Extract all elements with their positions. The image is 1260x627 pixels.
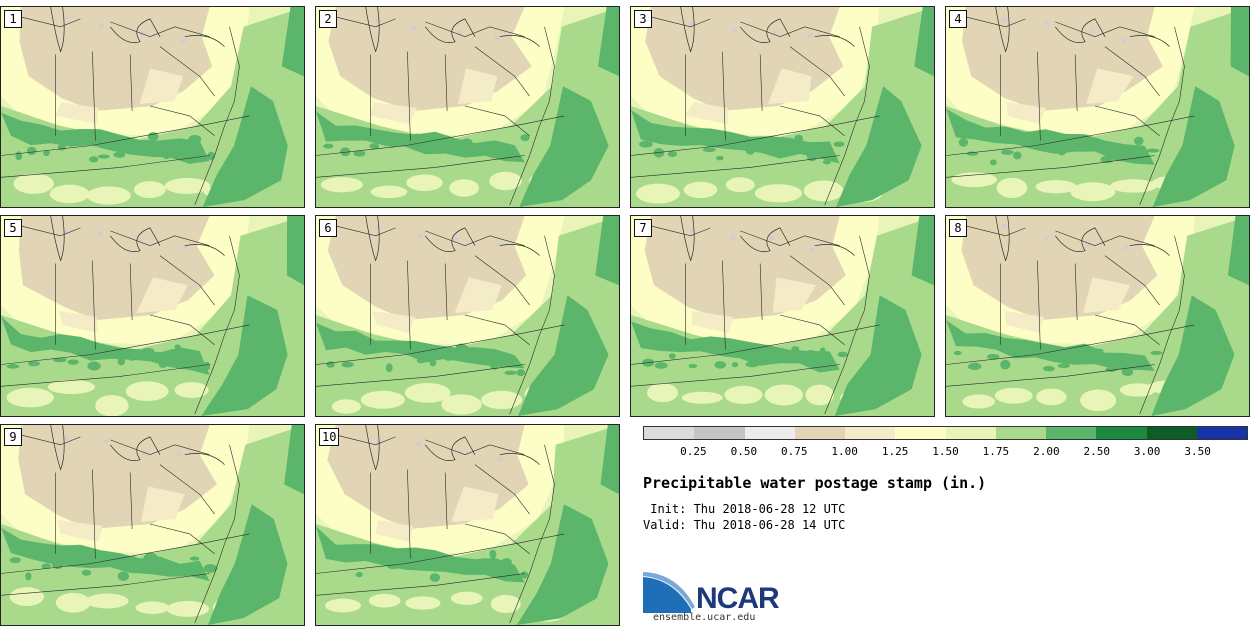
- colorbar-swatch: [794, 427, 845, 439]
- colorbar-tick-label: 3.50: [1184, 445, 1211, 458]
- colorbar-tick-label: 1.00: [831, 445, 858, 458]
- stamp-panel-4[interactable]: 4: [945, 6, 1250, 208]
- init-time: Init: Thu 2018-06-28 12 UTC: [643, 502, 846, 516]
- precip-map: [946, 7, 1249, 207]
- precip-map: [316, 425, 619, 625]
- precip-map: [631, 216, 934, 416]
- colorbar-swatch: [694, 427, 745, 439]
- colorbar-tick-label: 0.25: [680, 445, 707, 458]
- ncar-logo-icon: [643, 572, 695, 613]
- stamp-panel-5[interactable]: 5: [0, 215, 305, 417]
- precip-map: [1, 7, 304, 207]
- stamp-panel-10[interactable]: 10: [315, 424, 620, 626]
- colorbar-tick-label: 0.75: [781, 445, 808, 458]
- stamp-number: 5: [4, 219, 22, 237]
- colorbar-tick-label: 1.25: [881, 445, 909, 458]
- stamp-number: 10: [319, 428, 340, 446]
- precip-map: [1, 425, 304, 625]
- colorbar-swatch: [1046, 427, 1097, 439]
- colorbar-tick-label: 3.00: [1133, 445, 1161, 458]
- ncar-url[interactable]: ensemble.ucar.edu: [653, 612, 756, 623]
- stamp-number: 3: [634, 10, 652, 28]
- colorbar-tick-label: 1.50: [932, 445, 959, 458]
- colorbar-tick-label: 2.00: [1033, 445, 1060, 458]
- colorbar-swatch: [845, 427, 896, 439]
- stamp-number: 1: [4, 10, 22, 28]
- colorbar-tick-label: 1.75: [982, 445, 1010, 458]
- colorbar-swatch: [644, 427, 695, 439]
- colorbar-tick-label: 0.50: [730, 445, 758, 458]
- stamp-panel-9[interactable]: 9: [0, 424, 305, 626]
- stamp-panel-3[interactable]: 3: [630, 6, 935, 208]
- precip-map: [1, 216, 304, 416]
- precip-map: [631, 7, 934, 207]
- stamp-number: 7: [634, 219, 652, 237]
- stamp-number: 8: [949, 219, 967, 237]
- colorbar: [643, 426, 1248, 440]
- precip-map: [316, 216, 619, 416]
- stamp-panel-8[interactable]: 8: [945, 215, 1250, 417]
- colorbar-swatch: [1096, 427, 1147, 439]
- colorbar-swatch: [744, 427, 795, 439]
- precip-map: [946, 216, 1249, 416]
- ncar-logo-text: NCAR: [696, 582, 780, 615]
- valid-time: Valid: Thu 2018-06-28 14 UTC: [643, 518, 846, 532]
- colorbar-swatch: [995, 427, 1046, 439]
- stamp-number: 6: [319, 219, 337, 237]
- stamp-panel-2[interactable]: 2: [315, 6, 620, 208]
- plot-title: Precipitable water postage stamp (in.): [643, 474, 987, 492]
- stamp-number: 2: [319, 10, 337, 28]
- colorbar-swatch: [1196, 427, 1247, 439]
- precip-map: [316, 7, 619, 207]
- stamp-panel-6[interactable]: 6: [315, 215, 620, 417]
- stamp-panel-7[interactable]: 7: [630, 215, 935, 417]
- colorbar-swatch: [1146, 427, 1197, 439]
- stamp-number: 9: [4, 428, 22, 446]
- colorbar-swatch: [895, 427, 946, 439]
- colorbar-tick-label: 2.50: [1083, 445, 1111, 458]
- stamp-panel-1[interactable]: 1: [0, 6, 305, 208]
- stamp-number: 4: [949, 10, 967, 28]
- colorbar-swatch: [945, 427, 996, 439]
